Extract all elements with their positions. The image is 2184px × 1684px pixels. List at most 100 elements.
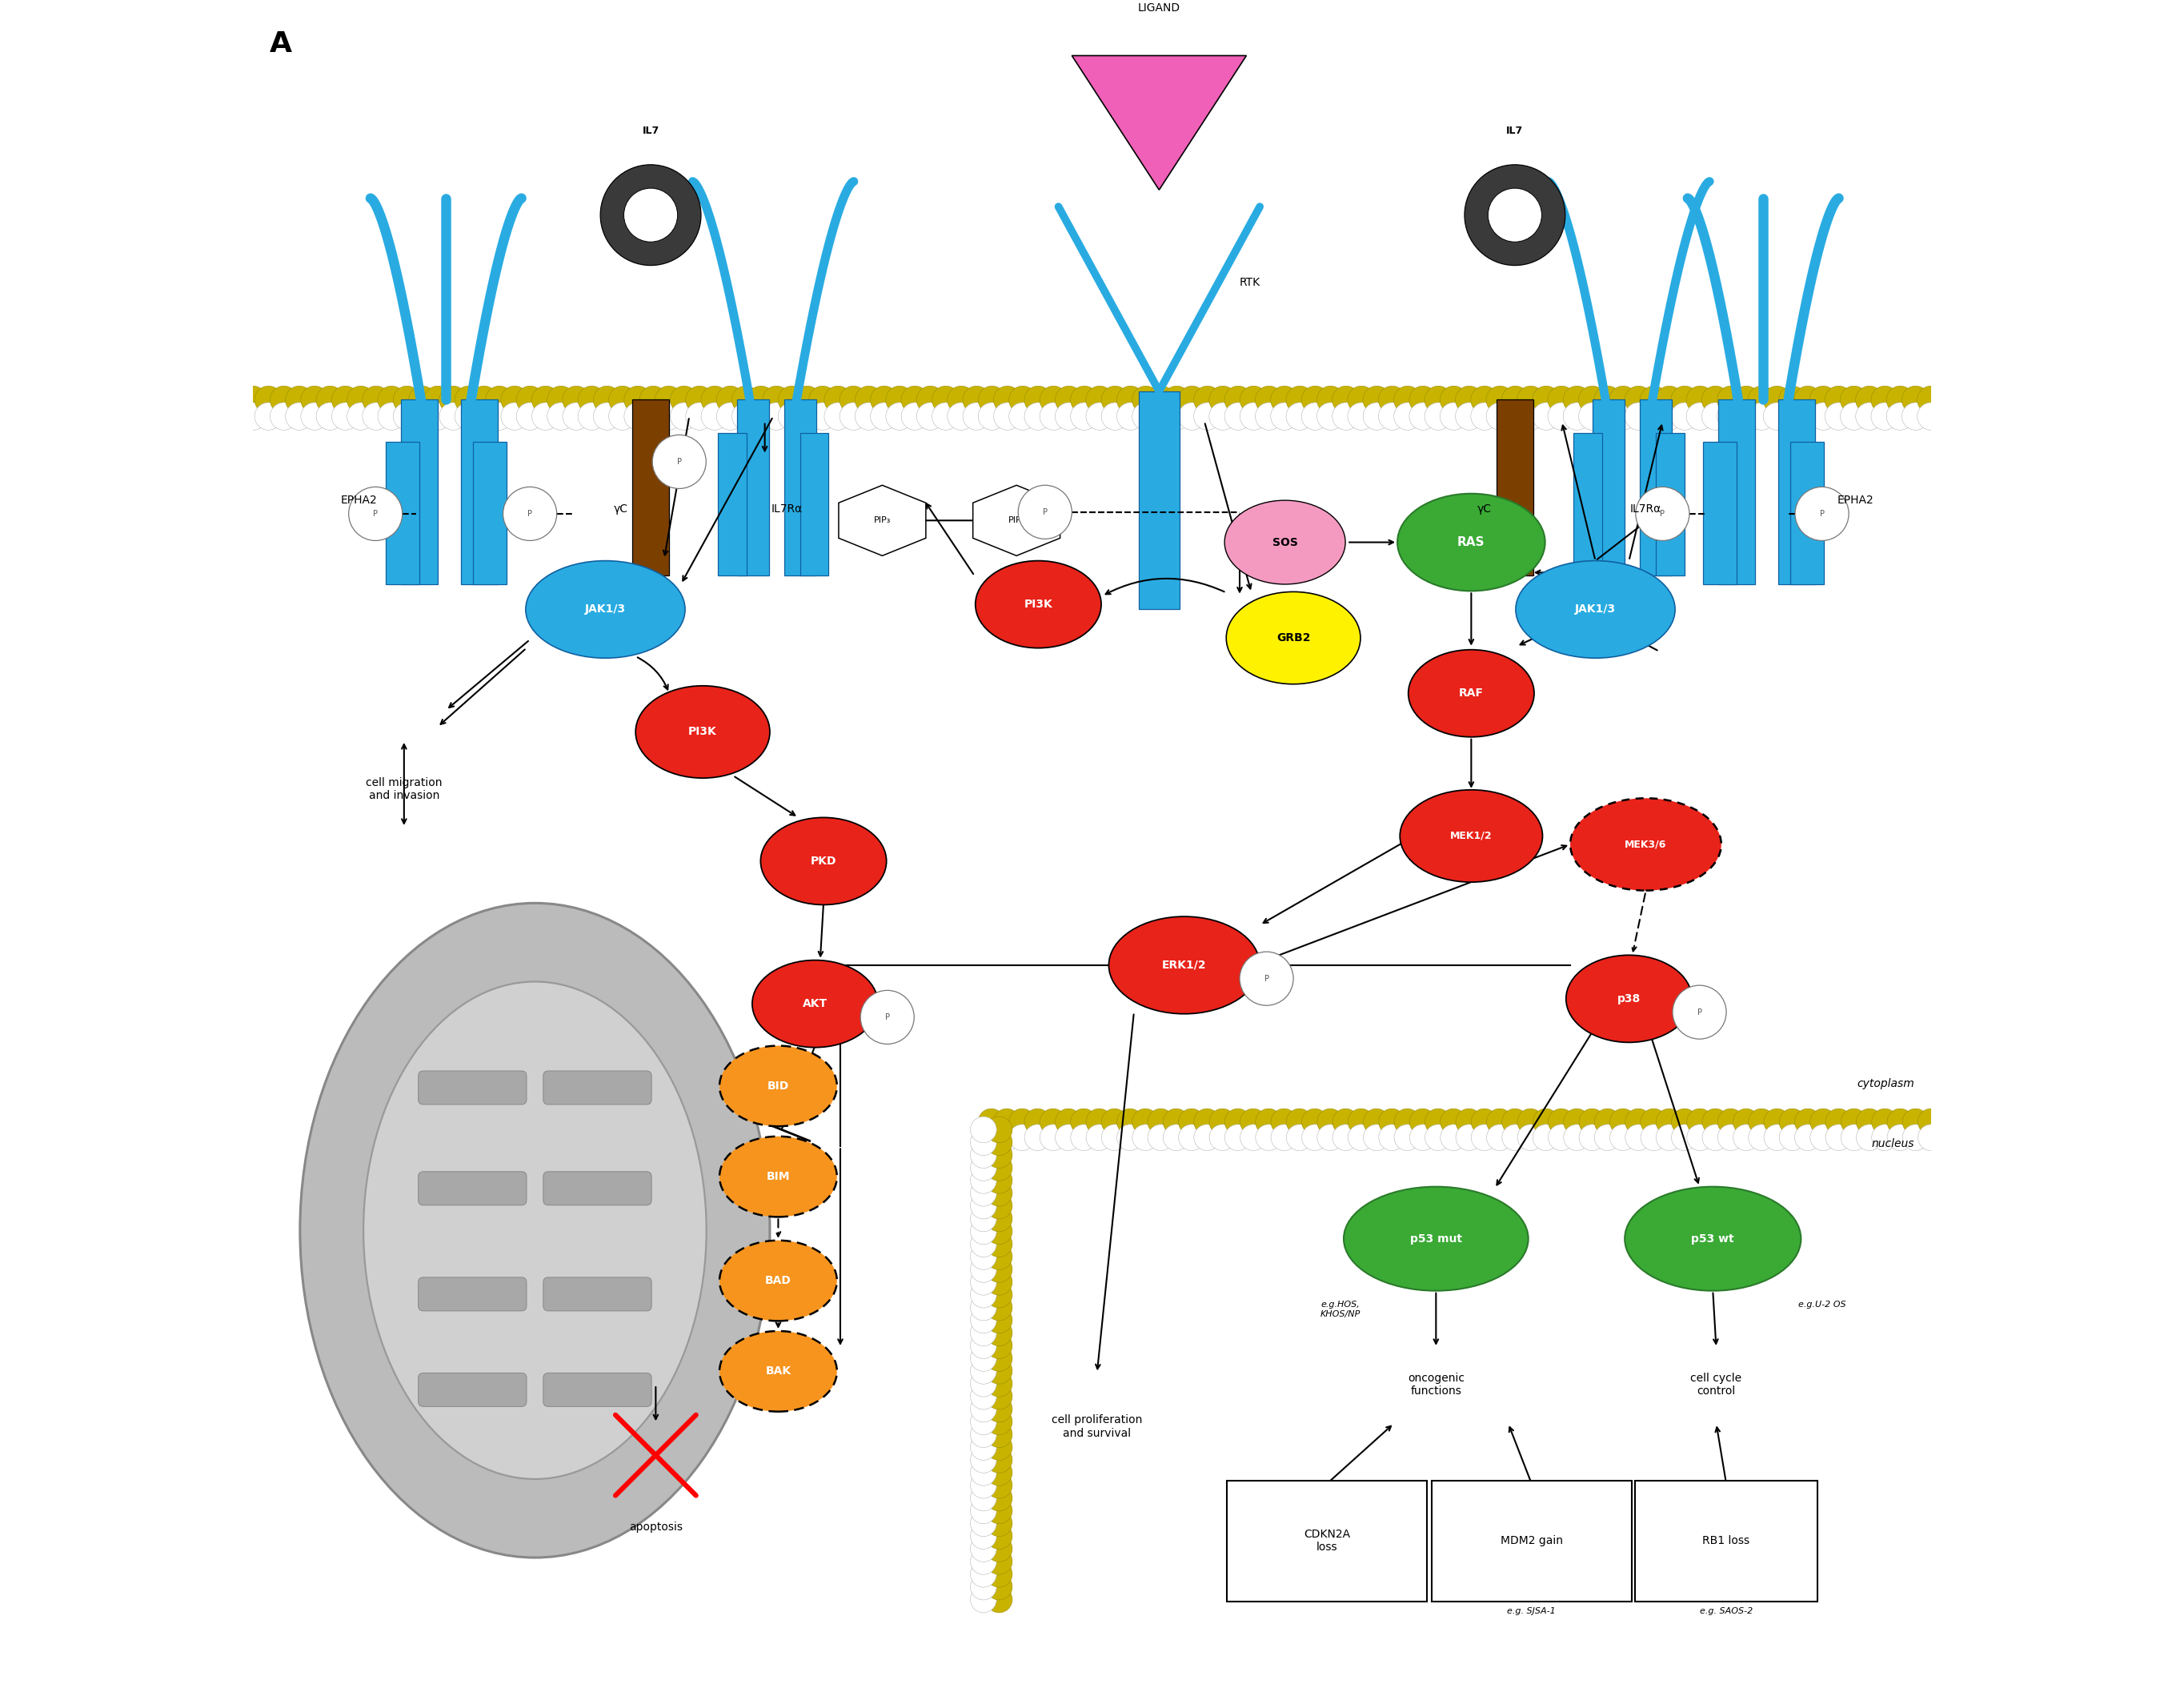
Bar [1704,441,1736,584]
Circle shape [970,1206,996,1231]
Circle shape [987,1497,1011,1524]
Text: γC: γC [614,504,627,514]
Circle shape [1487,1125,1514,1150]
Circle shape [793,386,821,414]
Circle shape [970,1218,996,1244]
Circle shape [987,1472,1011,1499]
Text: e.g.HOS,
KHOS/NP: e.g.HOS, KHOS/NP [1319,1300,1361,1319]
Circle shape [854,402,882,429]
Text: BAK: BAK [764,1366,791,1378]
Text: e.g.U-2 OS: e.g.U-2 OS [1797,1300,1845,1308]
Circle shape [1579,386,1605,414]
Circle shape [917,402,943,429]
Circle shape [716,402,745,429]
Circle shape [655,402,681,429]
Circle shape [286,402,312,429]
Circle shape [1762,386,1791,414]
Circle shape [1256,1125,1282,1150]
Circle shape [1009,1108,1035,1135]
Circle shape [970,1256,996,1283]
Circle shape [1455,386,1483,414]
Circle shape [531,386,559,414]
Text: PIP₃: PIP₃ [874,517,891,524]
Circle shape [1116,1108,1142,1135]
Circle shape [1378,386,1406,414]
Text: P: P [1265,975,1269,983]
Circle shape [1055,386,1083,414]
Circle shape [670,402,699,429]
Text: BIM: BIM [767,1170,791,1182]
Circle shape [670,386,699,414]
Circle shape [1610,386,1636,414]
Circle shape [1533,386,1559,414]
Circle shape [1625,1108,1651,1135]
Circle shape [1734,1125,1760,1150]
Circle shape [1147,402,1175,429]
Circle shape [1393,386,1422,414]
Text: MEK1/2: MEK1/2 [1450,830,1492,842]
Circle shape [1210,1108,1236,1135]
Circle shape [1625,402,1653,429]
Circle shape [1378,1108,1404,1135]
Circle shape [363,386,391,414]
Circle shape [1856,386,1883,414]
Circle shape [823,386,852,414]
Circle shape [1717,386,1745,414]
Circle shape [1225,386,1251,414]
Circle shape [1811,402,1837,429]
Ellipse shape [976,561,1101,648]
Circle shape [1302,1125,1328,1150]
Circle shape [1040,1125,1066,1150]
Ellipse shape [1516,561,1675,658]
Text: p53 mut: p53 mut [1411,1233,1461,1244]
Circle shape [1302,402,1330,429]
Bar [1719,399,1754,584]
Circle shape [871,386,898,414]
Circle shape [1717,402,1745,429]
Text: e.g. SAOS-2: e.g. SAOS-2 [1699,1607,1754,1615]
Text: EPHA2: EPHA2 [341,495,378,505]
Text: PIP₂: PIP₂ [1009,517,1024,524]
Circle shape [987,1536,1011,1561]
Circle shape [1856,402,1883,429]
Circle shape [1348,402,1376,429]
Ellipse shape [719,1137,836,1218]
Circle shape [1918,1125,1944,1150]
Circle shape [1918,386,1944,414]
Circle shape [970,1447,996,1474]
Ellipse shape [1570,798,1721,891]
Circle shape [1332,1125,1358,1150]
Circle shape [1548,402,1575,429]
Circle shape [1317,402,1345,429]
Circle shape [1747,386,1776,414]
Circle shape [747,402,775,429]
Circle shape [601,165,701,266]
Circle shape [1441,1108,1465,1135]
Circle shape [500,386,529,414]
Circle shape [970,1472,996,1499]
Circle shape [625,386,651,414]
Circle shape [970,1180,996,1206]
Circle shape [1457,1125,1483,1150]
FancyBboxPatch shape [1636,1480,1817,1601]
Circle shape [1533,402,1559,429]
Ellipse shape [363,982,705,1479]
Circle shape [1625,1125,1651,1150]
Bar [461,399,498,584]
Circle shape [1164,1125,1190,1150]
Circle shape [1393,402,1422,429]
Circle shape [1018,485,1072,539]
Circle shape [1070,1108,1096,1135]
Circle shape [987,1256,1011,1283]
Text: IL7: IL7 [1507,126,1524,136]
Circle shape [1424,386,1452,414]
Text: IL7Rα: IL7Rα [1629,504,1662,514]
Circle shape [1332,402,1361,429]
Circle shape [978,402,1005,429]
Text: γC: γC [1476,504,1492,514]
Circle shape [963,402,989,429]
Circle shape [1147,1125,1173,1150]
Circle shape [1826,1125,1852,1150]
Circle shape [970,1142,996,1169]
Circle shape [963,386,989,414]
